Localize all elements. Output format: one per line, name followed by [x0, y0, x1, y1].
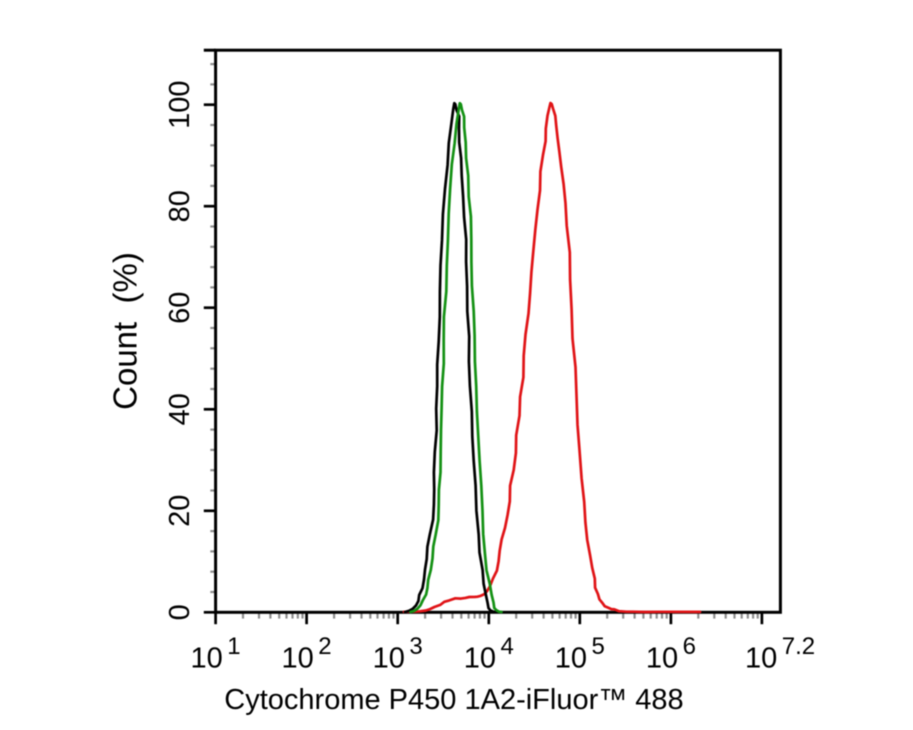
- svg-text:60: 60: [164, 292, 196, 324]
- svg-text:100: 100: [164, 81, 196, 129]
- svg-text:80: 80: [164, 190, 196, 222]
- svg-text:40: 40: [164, 393, 196, 425]
- svg-text:0: 0: [164, 604, 196, 620]
- svg-text:Cytochrome P450 1A2-iFluor™ 48: Cytochrome P450 1A2-iFluor™ 488: [224, 684, 683, 716]
- svg-text:20: 20: [164, 495, 196, 527]
- svg-text:Count (%): Count (%): [107, 252, 144, 410]
